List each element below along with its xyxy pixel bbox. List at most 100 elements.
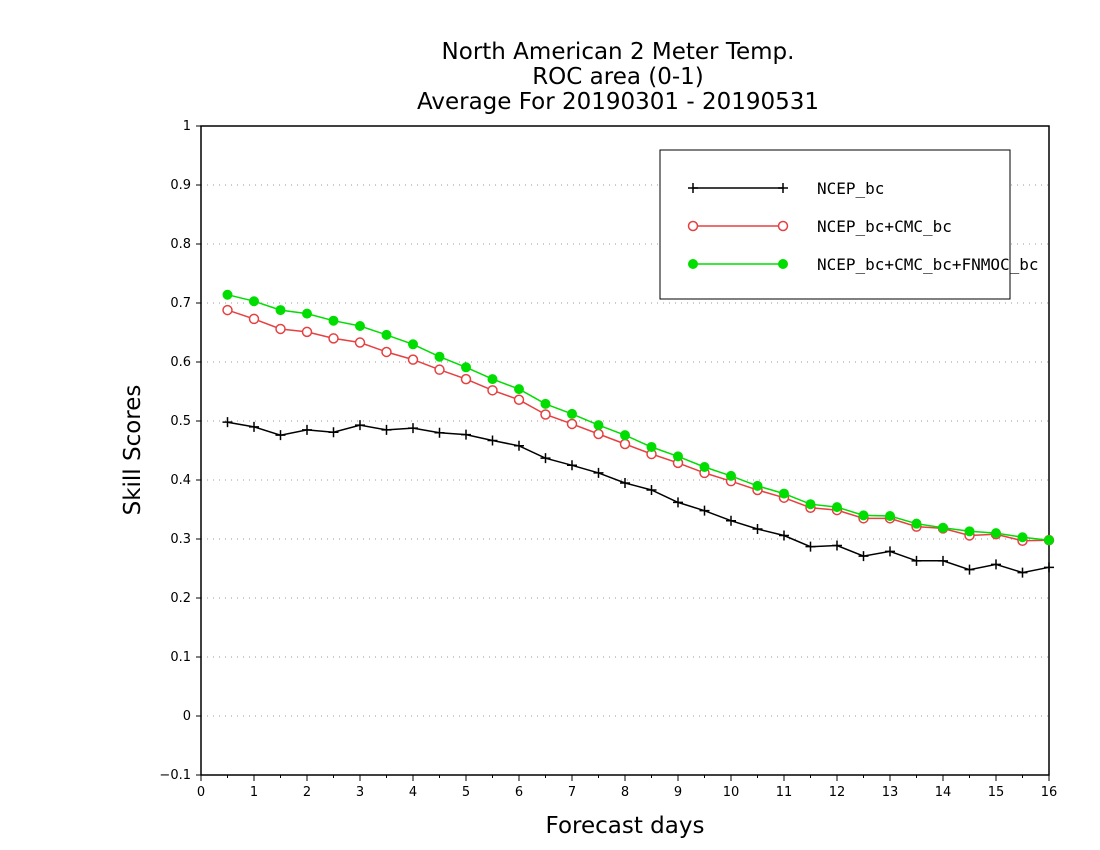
x-tick-label: 1 bbox=[250, 785, 258, 800]
data-point bbox=[964, 564, 975, 575]
data-point bbox=[461, 429, 471, 440]
legend-marker bbox=[777, 220, 789, 232]
data-point bbox=[487, 435, 498, 446]
data-point bbox=[673, 497, 683, 508]
legend-marker bbox=[688, 183, 698, 193]
data-point bbox=[248, 313, 260, 325]
data-point bbox=[275, 323, 286, 335]
data-point bbox=[222, 417, 233, 428]
y-axis-title: Skill Scores bbox=[120, 385, 146, 516]
data-point bbox=[805, 541, 816, 552]
data-point bbox=[567, 408, 577, 419]
data-point bbox=[540, 398, 551, 409]
data-point bbox=[619, 438, 631, 450]
data-point bbox=[408, 423, 418, 434]
data-point bbox=[540, 409, 551, 420]
data-point bbox=[355, 321, 365, 332]
data-point bbox=[513, 394, 525, 406]
y-tick-label: 0 bbox=[183, 709, 191, 724]
data-point bbox=[885, 546, 895, 557]
data-point bbox=[354, 337, 366, 348]
data-point bbox=[302, 424, 312, 435]
data-point bbox=[275, 305, 286, 316]
data-point bbox=[381, 329, 392, 340]
legend: NCEP_bc NCEP_bc+CMC_bc NCEP_bc+CMC_bc+FNMO… bbox=[659, 149, 1039, 300]
title-line-3: Average For 20190301 - 20190531 bbox=[417, 89, 819, 115]
data-point bbox=[885, 510, 895, 521]
data-point bbox=[858, 551, 869, 562]
x-tick-label: 8 bbox=[621, 785, 629, 800]
data-point bbox=[514, 384, 524, 395]
series-layer bbox=[222, 289, 1055, 578]
y-tick-label: 0.9 bbox=[170, 178, 191, 193]
legend-marker bbox=[688, 259, 698, 269]
data-point bbox=[222, 304, 233, 316]
data-point bbox=[858, 510, 869, 521]
data-point bbox=[752, 480, 763, 491]
data-point bbox=[434, 427, 445, 438]
series-1 bbox=[222, 417, 1054, 578]
data-point bbox=[566, 418, 578, 430]
data-point bbox=[328, 333, 339, 344]
data-point bbox=[355, 420, 365, 431]
legend-entry-2: NCEP_bc+CMC_bc bbox=[687, 217, 952, 236]
data-point bbox=[779, 488, 789, 499]
x-tick-label: 13 bbox=[882, 785, 899, 800]
title-line-2: ROC area (0-1) bbox=[532, 64, 704, 90]
data-point bbox=[832, 540, 842, 551]
data-point bbox=[699, 505, 710, 516]
x-tick-label: 3 bbox=[356, 785, 364, 800]
data-point bbox=[938, 555, 948, 566]
data-point bbox=[726, 515, 736, 526]
data-point bbox=[593, 428, 604, 440]
y-tick-label: 0.6 bbox=[170, 355, 191, 370]
data-point bbox=[487, 374, 498, 385]
data-point bbox=[726, 470, 736, 481]
data-point bbox=[911, 555, 922, 566]
x-axis-ticks: 0 1 2 3 4 5 6 7 8 9 10 11 12 13 14 15 16 bbox=[197, 775, 1057, 800]
data-point bbox=[779, 530, 789, 541]
legend-entry-1: NCEP_bc bbox=[688, 179, 884, 198]
data-point bbox=[302, 308, 312, 319]
legend-marker bbox=[687, 220, 699, 232]
data-point bbox=[460, 373, 472, 385]
legend-box bbox=[659, 149, 1011, 300]
y-tick-label: 0.7 bbox=[170, 296, 191, 311]
x-tick-label: 10 bbox=[723, 785, 740, 800]
y-tick-label: 0.2 bbox=[170, 591, 191, 606]
legend-entry-3: NCEP_bc+CMC_bc+FNMOC_bc bbox=[688, 255, 1039, 274]
y-tick-label: 0.1 bbox=[170, 650, 191, 665]
data-point bbox=[832, 502, 842, 513]
data-point bbox=[646, 441, 657, 452]
x-tick-label: 12 bbox=[829, 785, 846, 800]
data-point bbox=[673, 451, 683, 462]
data-point bbox=[620, 430, 630, 441]
y-tick-label: 1 bbox=[183, 119, 191, 134]
data-point bbox=[407, 354, 419, 365]
legend-marker bbox=[778, 183, 788, 193]
x-tick-label: 16 bbox=[1041, 785, 1058, 800]
data-point bbox=[249, 296, 259, 307]
x-tick-label: 5 bbox=[462, 785, 470, 800]
x-tick-label: 2 bbox=[303, 785, 311, 800]
legend-label: NCEP_bc+CMC_bc+FNMOC_bc bbox=[817, 255, 1039, 274]
x-tick-label: 14 bbox=[935, 785, 952, 800]
data-point bbox=[408, 339, 418, 350]
x-axis-title: Forecast days bbox=[546, 813, 705, 839]
data-point bbox=[567, 460, 577, 471]
data-point bbox=[911, 518, 922, 529]
y-tick-label: −0.1 bbox=[159, 768, 191, 783]
data-point bbox=[1044, 562, 1054, 573]
data-point bbox=[593, 420, 604, 431]
y-tick-label: 0.5 bbox=[170, 414, 191, 429]
data-point bbox=[249, 421, 259, 432]
data-point bbox=[646, 485, 657, 496]
x-tick-label: 6 bbox=[515, 785, 523, 800]
data-point bbox=[461, 362, 471, 373]
y-tick-label: 0.3 bbox=[170, 532, 191, 547]
x-tick-label: 15 bbox=[988, 785, 1005, 800]
series-line bbox=[227, 309, 1050, 542]
x-tick-label: 7 bbox=[568, 785, 576, 800]
data-point bbox=[540, 453, 551, 464]
data-point bbox=[275, 430, 286, 441]
